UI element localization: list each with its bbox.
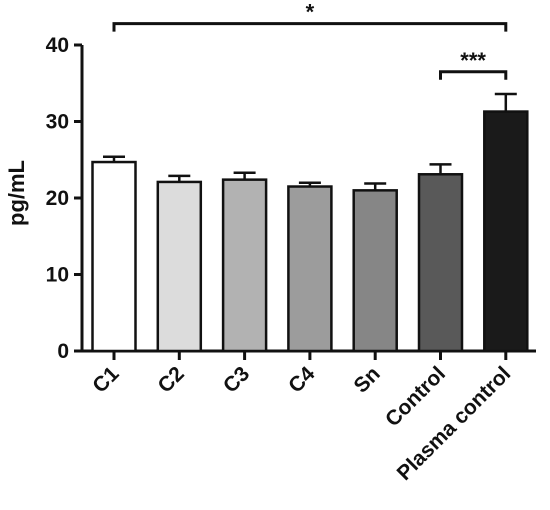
- y-tick-label: 10: [46, 264, 69, 287]
- bar: [156, 180, 203, 353]
- significance-brackets: ****: [112, 0, 508, 80]
- x-tick-label: C3: [219, 362, 254, 397]
- bar: [91, 160, 137, 353]
- x-tick-label: C4: [284, 362, 319, 397]
- x-tick-label: Sn: [349, 362, 384, 397]
- bar: [287, 185, 333, 353]
- significance-bracket: [112, 22, 508, 32]
- significance-bracket: [439, 70, 508, 80]
- x-tick-label: C2: [154, 362, 189, 397]
- bar: [417, 173, 464, 353]
- bar: [221, 178, 268, 353]
- y-tick-label: 40: [46, 34, 69, 57]
- x-tick-label: Plasma control: [393, 362, 516, 485]
- y-tick-label: 30: [46, 111, 69, 134]
- y-axis-label: pg/mL: [4, 160, 29, 226]
- significance-label: *: [306, 0, 315, 25]
- y-tick-label: 20: [46, 187, 69, 210]
- y-tick-label: 0: [57, 340, 69, 363]
- bar: [352, 189, 398, 353]
- significance-label: ***: [460, 48, 486, 73]
- bar: [483, 110, 529, 353]
- x-tick-label: C1: [88, 362, 123, 397]
- bars: [91, 92, 529, 353]
